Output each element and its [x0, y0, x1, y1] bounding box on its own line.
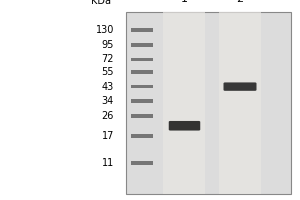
Bar: [219, 12, 261, 194]
Bar: [130, 114, 153, 118]
Text: 43: 43: [102, 82, 114, 92]
Text: 26: 26: [102, 111, 114, 121]
Bar: [130, 85, 153, 88]
Text: 95: 95: [102, 40, 114, 50]
Bar: [130, 43, 153, 47]
Bar: [164, 12, 206, 194]
Text: 55: 55: [101, 67, 114, 77]
Text: 11: 11: [102, 158, 114, 168]
Bar: [130, 99, 153, 103]
Bar: [130, 70, 153, 74]
Text: 1: 1: [181, 0, 188, 4]
Bar: [130, 28, 153, 32]
Text: 72: 72: [101, 54, 114, 64]
Bar: [130, 58, 153, 61]
FancyBboxPatch shape: [224, 82, 256, 91]
FancyBboxPatch shape: [169, 121, 200, 131]
Text: 34: 34: [102, 96, 114, 106]
Text: 17: 17: [102, 131, 114, 141]
Bar: [130, 134, 153, 138]
Bar: [126, 12, 291, 194]
Text: 130: 130: [96, 25, 114, 35]
Text: 2: 2: [236, 0, 244, 4]
Bar: [130, 161, 153, 165]
Text: KDa: KDa: [91, 0, 111, 6]
